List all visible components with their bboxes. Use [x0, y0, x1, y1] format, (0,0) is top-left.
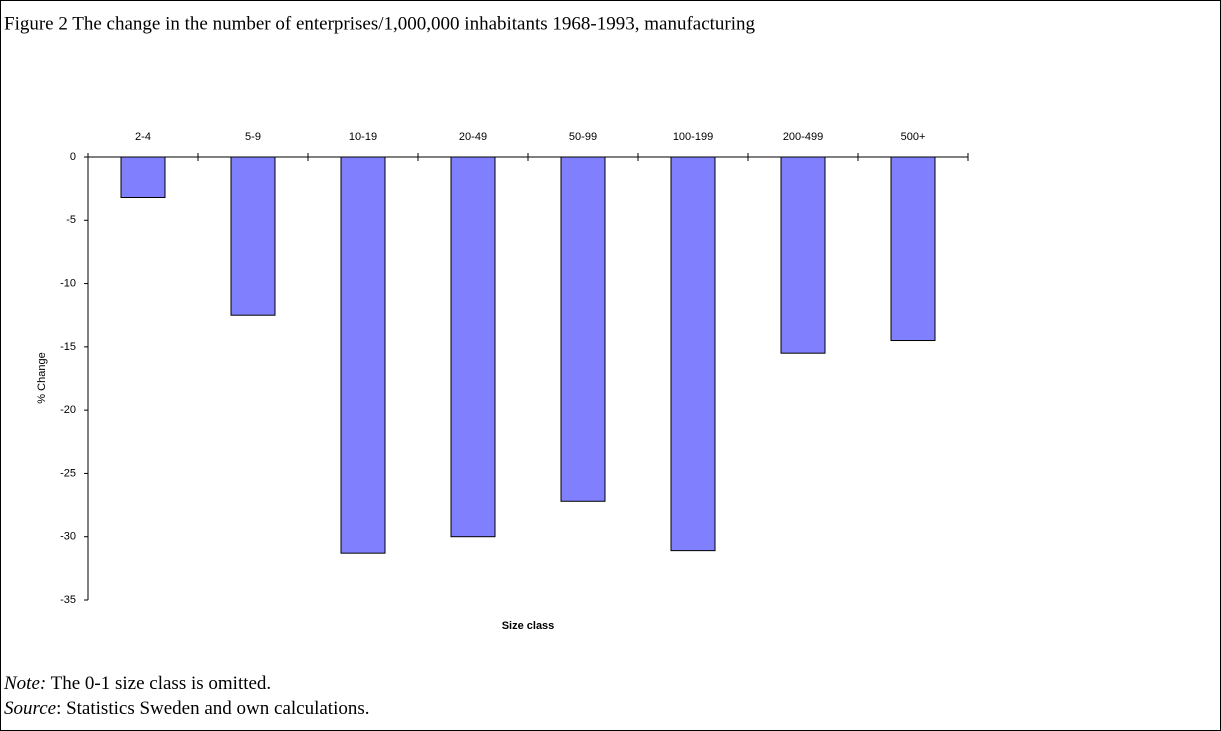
- note-label: Note:: [3, 673, 46, 694]
- y-tick-label: -15: [60, 341, 76, 353]
- x-tick-label: 20-49: [459, 131, 487, 143]
- y-tick-label: -25: [60, 467, 76, 479]
- note-text: The 0-1 size class is omitted.: [46, 673, 271, 694]
- x-tick-label: 500+: [901, 131, 926, 143]
- y-tick-label: 0: [70, 151, 76, 163]
- y-tick-label: -10: [60, 277, 76, 289]
- chart-title: Figure 2 The change in the number of ent…: [4, 13, 756, 34]
- x-tick-label: 50-99: [569, 131, 597, 143]
- source-label: Source: [4, 698, 56, 719]
- bar: [780, 156, 826, 354]
- bar: [450, 156, 496, 538]
- x-tick-label: 2-4: [135, 131, 151, 143]
- bar: [890, 156, 936, 342]
- bar: [340, 156, 386, 554]
- y-tick-label: -20: [60, 404, 76, 416]
- bar: [670, 156, 716, 552]
- y-tick-label: -5: [66, 214, 76, 226]
- y-axis-title: % Change: [36, 352, 48, 403]
- bar: [230, 156, 276, 316]
- x-tick-label: 100-199: [673, 131, 713, 143]
- x-axis-title: Size class: [502, 620, 555, 632]
- y-tick-label: -35: [60, 594, 76, 606]
- y-tick-label: -30: [60, 531, 76, 543]
- source: Source: Statistics Sweden and own calcul…: [4, 698, 370, 719]
- x-tick-label: 10-19: [349, 131, 377, 143]
- bar: [120, 156, 166, 199]
- x-tick-label: 200-499: [783, 131, 823, 143]
- x-tick-label: 5-9: [245, 131, 261, 143]
- note: Note: The 0-1 size class is omitted.: [3, 673, 271, 694]
- source-text: : Statistics Sweden and own calculations…: [56, 698, 369, 719]
- bar: [560, 156, 606, 502]
